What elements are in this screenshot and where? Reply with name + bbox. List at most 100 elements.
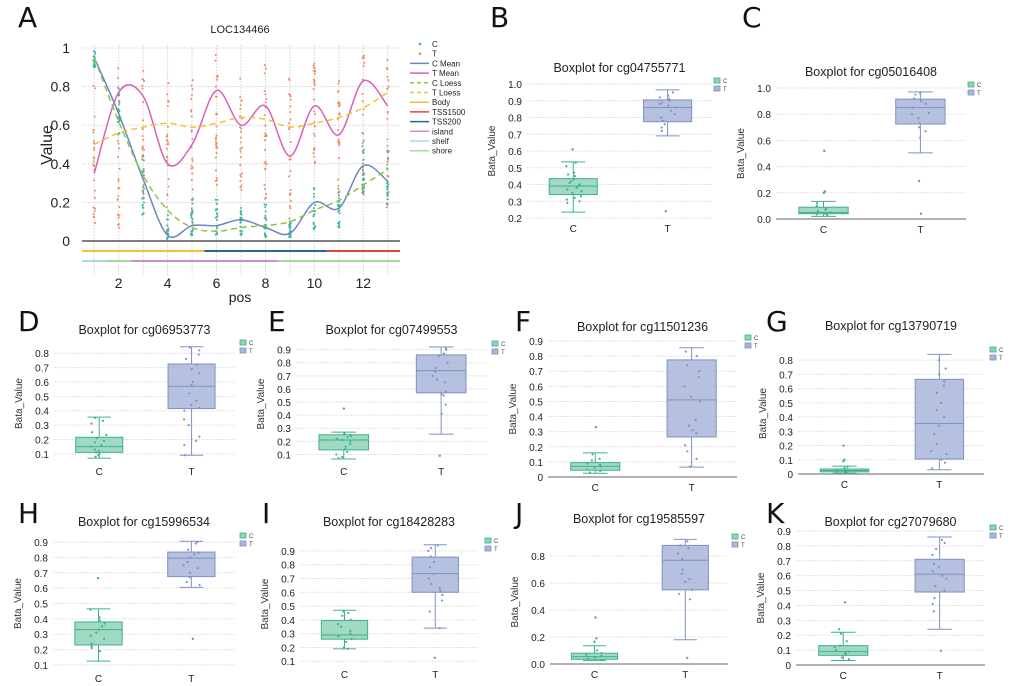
data-point xyxy=(441,599,444,602)
data-point-t xyxy=(239,77,242,80)
legend-marker xyxy=(418,42,422,46)
y-tick-label: 0.6 xyxy=(277,385,291,396)
y-tick-label: 0.9 xyxy=(277,346,291,357)
data-point xyxy=(660,129,663,132)
data-point xyxy=(347,611,350,615)
y-tick-label: 0 xyxy=(787,470,793,481)
data-point xyxy=(935,391,939,394)
data-point xyxy=(668,99,671,102)
data-point-t xyxy=(142,101,145,104)
outlier-point xyxy=(843,601,847,604)
data-point-t xyxy=(386,87,389,90)
data-point-t xyxy=(190,84,193,87)
y-tick-label: 0.5 xyxy=(35,392,49,403)
y-tick-label: 0.6 xyxy=(529,382,543,393)
data-point xyxy=(671,91,674,94)
x-tick-label: T xyxy=(188,674,194,685)
data-point-t xyxy=(338,112,341,115)
data-point-c xyxy=(312,215,315,218)
legend-swatch xyxy=(239,339,247,346)
data-point xyxy=(343,432,346,435)
x-tick-label: T xyxy=(689,483,695,494)
data-point-t xyxy=(263,162,266,165)
data-point-t xyxy=(117,67,120,70)
chart-title: Boxplot for cg06953773 xyxy=(78,323,210,337)
y-tick-label: 0.4 xyxy=(51,156,71,172)
data-point xyxy=(573,196,576,199)
data-point xyxy=(930,450,933,453)
data-point-t xyxy=(265,98,268,101)
outlier-point xyxy=(438,454,441,457)
data-point-c xyxy=(167,229,170,232)
legend-label: T xyxy=(999,534,1003,540)
legend-swatch xyxy=(967,81,975,88)
data-point xyxy=(446,361,449,364)
y-axis-label: Value xyxy=(39,125,56,165)
data-point-c xyxy=(191,202,194,205)
x-tick-label: C xyxy=(841,480,848,491)
series-line-t-mean xyxy=(93,79,389,174)
outlier-point xyxy=(593,640,596,643)
data-point-c xyxy=(314,204,317,207)
data-point-c xyxy=(216,198,219,201)
data-point xyxy=(90,422,93,425)
box-iqr xyxy=(643,99,693,123)
box-t xyxy=(914,536,965,653)
data-point-t xyxy=(142,69,145,72)
data-point xyxy=(190,367,193,371)
data-point xyxy=(349,433,352,436)
y-tick-label: 0.8 xyxy=(529,352,543,363)
x-tick-label: T xyxy=(936,480,942,491)
data-point-t xyxy=(289,188,292,191)
y-tick-label: 0.8 xyxy=(34,553,48,564)
data-point xyxy=(686,450,689,453)
data-point-t xyxy=(93,146,96,149)
data-point xyxy=(344,445,347,448)
data-point xyxy=(945,452,948,456)
data-point-t xyxy=(289,158,292,161)
panel-label-d: D xyxy=(18,305,40,338)
data-point-t xyxy=(165,147,168,150)
data-point-t xyxy=(117,178,120,181)
y-tick-label: 0.4 xyxy=(281,616,295,627)
data-point xyxy=(691,429,694,432)
data-point-t xyxy=(215,176,218,179)
data-point xyxy=(690,588,694,591)
data-point-c xyxy=(386,198,389,201)
chart-title: Boxplot for cg15996534 xyxy=(78,515,210,529)
data-point xyxy=(945,577,948,580)
data-point xyxy=(428,610,431,613)
data-point-t xyxy=(143,149,146,152)
legend-label: C xyxy=(432,40,438,49)
y-tick-label: 0.3 xyxy=(529,428,543,439)
y-axis-label: Bata_Value xyxy=(14,378,25,429)
data-point xyxy=(824,207,828,210)
data-point xyxy=(586,468,589,471)
data-point xyxy=(97,449,100,453)
y-axis-label: Bata_Value xyxy=(736,128,747,179)
data-point-c xyxy=(116,120,119,123)
data-point-t xyxy=(385,206,388,209)
chart-e: Boxplot for cg07499553 0.1 0.2 0.3 0.4 0.5 0.6… xyxy=(256,323,506,478)
data-point-t xyxy=(167,99,170,102)
data-point xyxy=(431,374,434,377)
y-tick-label: 0.5 xyxy=(281,602,295,613)
data-point xyxy=(336,437,339,440)
y-tick-label: 0.7 xyxy=(779,370,793,381)
legend-label: T xyxy=(741,543,745,549)
data-point xyxy=(198,435,201,438)
data-point-t xyxy=(239,186,242,189)
data-point-c xyxy=(141,213,144,216)
box-c xyxy=(798,149,849,217)
data-point-c xyxy=(338,201,341,204)
data-point xyxy=(337,457,340,460)
y-tick-label: 0.1 xyxy=(281,657,295,668)
y-tick-label: 0.9 xyxy=(777,527,791,538)
data-point xyxy=(924,102,927,105)
y-tick-label: 0.3 xyxy=(35,421,49,432)
data-point xyxy=(427,577,430,580)
x-tick-label: T xyxy=(937,671,943,682)
data-point-c xyxy=(263,232,266,235)
outlier-point xyxy=(433,656,437,659)
